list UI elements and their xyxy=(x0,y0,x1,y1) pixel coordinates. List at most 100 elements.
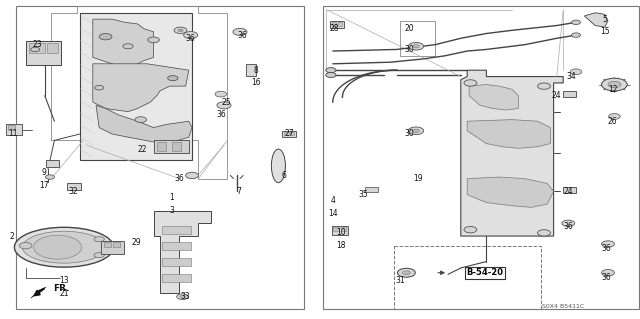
Text: 17: 17 xyxy=(38,181,49,189)
Bar xyxy=(365,187,378,192)
Bar xyxy=(172,142,181,151)
Text: 36: 36 xyxy=(563,222,573,231)
Polygon shape xyxy=(96,105,192,142)
Circle shape xyxy=(45,175,54,179)
Text: 33: 33 xyxy=(180,292,191,301)
Text: 30: 30 xyxy=(404,130,415,138)
Circle shape xyxy=(326,68,336,73)
Text: 7: 7 xyxy=(236,187,241,196)
Circle shape xyxy=(177,294,188,300)
Ellipse shape xyxy=(33,235,82,259)
Text: 36: 36 xyxy=(601,244,611,253)
Text: 24: 24 xyxy=(563,187,573,196)
Circle shape xyxy=(94,253,104,258)
Circle shape xyxy=(413,129,419,132)
Circle shape xyxy=(135,117,147,122)
Text: 25: 25 xyxy=(221,98,231,107)
Polygon shape xyxy=(93,64,189,112)
Bar xyxy=(8,125,15,130)
Bar xyxy=(563,187,576,193)
Bar xyxy=(333,227,339,231)
Circle shape xyxy=(602,241,614,247)
Bar xyxy=(67,183,81,190)
Text: 18: 18 xyxy=(337,241,346,250)
Bar xyxy=(16,6,304,309)
Bar xyxy=(101,241,124,254)
Circle shape xyxy=(608,81,621,88)
Text: 36: 36 xyxy=(216,110,226,119)
Bar xyxy=(246,64,256,76)
Polygon shape xyxy=(584,13,608,27)
Bar xyxy=(282,131,296,137)
Circle shape xyxy=(602,270,614,276)
Bar xyxy=(154,140,189,153)
Bar xyxy=(162,226,191,234)
Text: 36: 36 xyxy=(601,273,611,282)
Circle shape xyxy=(408,42,424,50)
Text: 36: 36 xyxy=(186,34,196,43)
Bar xyxy=(400,21,435,56)
Circle shape xyxy=(184,32,198,39)
Text: 21: 21 xyxy=(60,289,68,298)
Text: B-54-20: B-54-20 xyxy=(467,268,504,277)
Circle shape xyxy=(408,127,424,135)
Polygon shape xyxy=(93,19,154,67)
Circle shape xyxy=(99,33,112,40)
Circle shape xyxy=(123,44,133,49)
Text: 34: 34 xyxy=(566,72,577,81)
Text: 4: 4 xyxy=(330,197,335,205)
Bar xyxy=(80,13,192,160)
Text: 19: 19 xyxy=(413,174,423,183)
Circle shape xyxy=(31,47,40,52)
Circle shape xyxy=(572,33,580,37)
Bar xyxy=(29,43,45,53)
Text: 28: 28 xyxy=(330,24,339,33)
Text: FR.: FR. xyxy=(53,284,70,293)
Text: 3: 3 xyxy=(169,206,174,215)
Circle shape xyxy=(19,242,32,249)
Text: 20: 20 xyxy=(404,24,415,33)
Text: 15: 15 xyxy=(600,27,610,36)
Text: S0X4 B5411C: S0X4 B5411C xyxy=(542,304,584,309)
Bar xyxy=(330,21,344,28)
Circle shape xyxy=(148,37,159,43)
Bar xyxy=(113,242,120,247)
Polygon shape xyxy=(31,287,46,298)
Text: 23: 23 xyxy=(32,40,42,49)
Text: 16: 16 xyxy=(251,78,261,87)
Circle shape xyxy=(186,172,198,179)
Circle shape xyxy=(217,102,231,109)
Polygon shape xyxy=(469,85,518,110)
Bar xyxy=(6,124,22,135)
Bar xyxy=(290,132,294,135)
Circle shape xyxy=(413,45,419,48)
Circle shape xyxy=(397,268,415,277)
Polygon shape xyxy=(467,120,550,148)
Circle shape xyxy=(538,230,550,236)
Bar xyxy=(157,142,166,151)
Circle shape xyxy=(572,20,580,25)
Circle shape xyxy=(464,226,477,233)
Bar xyxy=(26,41,61,65)
Bar xyxy=(47,43,58,53)
Bar xyxy=(332,226,348,235)
Circle shape xyxy=(233,28,247,35)
Text: 30: 30 xyxy=(404,45,415,54)
Text: 2: 2 xyxy=(9,232,14,241)
Text: 14: 14 xyxy=(328,209,338,218)
Text: 11: 11 xyxy=(8,130,17,138)
Text: 29: 29 xyxy=(131,238,141,247)
Bar xyxy=(104,242,111,247)
Text: 10: 10 xyxy=(336,228,346,237)
Text: 5: 5 xyxy=(602,15,607,24)
Circle shape xyxy=(178,29,183,32)
Circle shape xyxy=(95,85,104,90)
Text: 9: 9 xyxy=(41,168,46,177)
Polygon shape xyxy=(467,177,554,207)
Bar xyxy=(162,242,191,250)
Bar xyxy=(323,6,639,309)
Ellipse shape xyxy=(14,227,114,267)
Circle shape xyxy=(464,80,477,86)
Bar xyxy=(162,274,191,282)
Bar xyxy=(46,160,59,167)
